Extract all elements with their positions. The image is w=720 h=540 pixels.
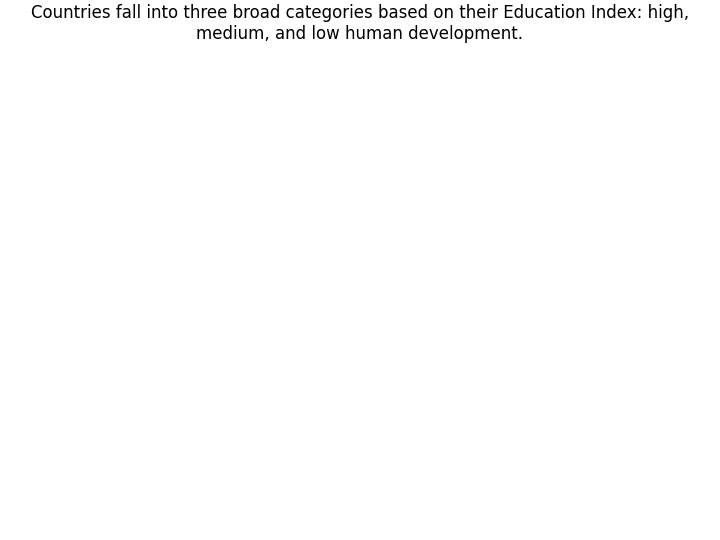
Title: Countries fall into three broad categories based on their Education Index: high,: Countries fall into three broad categori… — [31, 4, 689, 43]
